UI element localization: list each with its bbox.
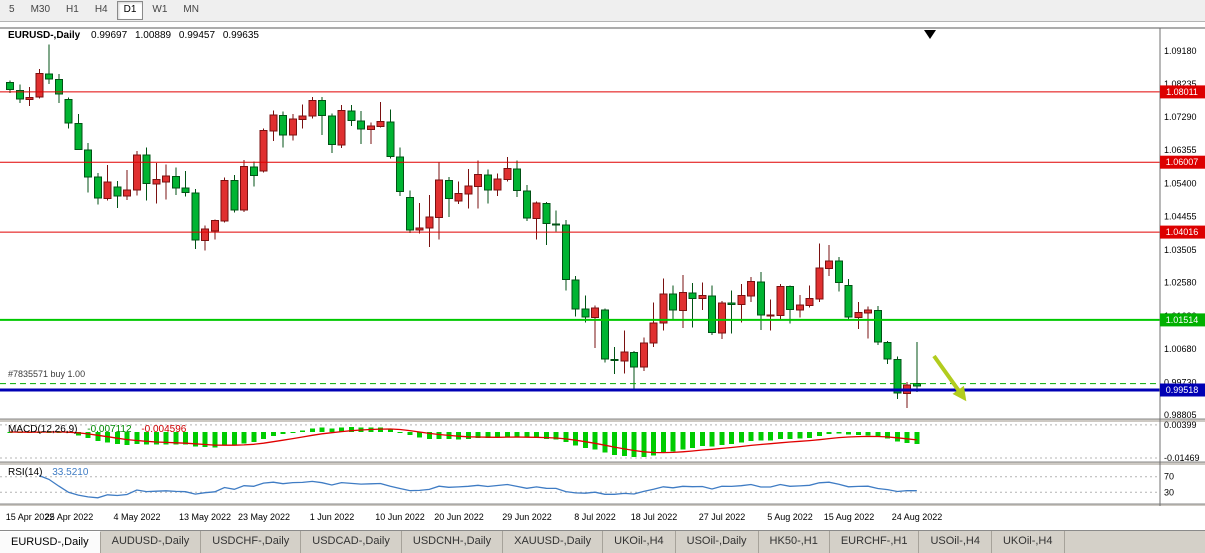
svg-text:1.04455: 1.04455 <box>1164 212 1197 222</box>
scroll-marker-icon[interactable] <box>924 30 936 39</box>
price-line-labels: 1.08011 1.06007 1.04016 1.01514 0.99518 <box>1160 85 1205 397</box>
chart-canvas[interactable]: 1.09180 1.08235 1.07290 1.06355 1.05400 1.044… <box>0 22 1205 530</box>
svg-text:4 May 2022: 4 May 2022 <box>113 512 160 522</box>
svg-text:1.06355: 1.06355 <box>1164 145 1197 155</box>
svg-text:1.00680: 1.00680 <box>1164 344 1197 354</box>
chart-tab-xauusd-daily[interactable]: XAUUSD-,Daily <box>503 531 604 553</box>
chart-tab-usdchf-daily[interactable]: USDCHF-,Daily <box>201 531 302 553</box>
arrow-annotation[interactable] <box>932 354 967 402</box>
chart-tab-usoil-h4[interactable]: USOil-,H4 <box>919 531 992 553</box>
svg-text:0.99730: 0.99730 <box>1164 378 1197 388</box>
chart-tab-ukoil-h4[interactable]: UKOil-,H4 <box>992 531 1065 553</box>
svg-text:24 Aug 2022: 24 Aug 2022 <box>892 512 943 522</box>
svg-text:25 Apr 2022: 25 Apr 2022 <box>45 512 94 522</box>
macd-signal-line <box>9 428 917 454</box>
timeframe-button-mn[interactable]: MN <box>183 4 199 15</box>
svg-text:30: 30 <box>1164 487 1174 497</box>
timeframe-button-m30[interactable]: M30 <box>30 4 51 15</box>
svg-text:20 Jun 2022: 20 Jun 2022 <box>434 512 484 522</box>
chart-tab-eurusd-daily[interactable]: EURUSD-,Daily <box>0 531 101 553</box>
svg-text:15 Apr 2022: 15 Apr 2022 <box>6 512 55 522</box>
svg-text:1.02580: 1.02580 <box>1164 278 1197 288</box>
svg-text:1.08235: 1.08235 <box>1164 79 1197 89</box>
svg-text:5 Aug 2022: 5 Aug 2022 <box>767 512 813 522</box>
chart-tab-usdcad-daily[interactable]: USDCAD-,Daily <box>301 531 402 553</box>
chart-area: 1.09180 1.08235 1.07290 1.06355 1.05400 1.044… <box>0 22 1205 530</box>
panel-separators[interactable] <box>0 27 1205 506</box>
svg-text:10 Jun 2022: 10 Jun 2022 <box>375 512 425 522</box>
svg-text:1.06007: 1.06007 <box>1166 157 1199 167</box>
svg-text:8 Jul 2022: 8 Jul 2022 <box>574 512 616 522</box>
svg-text:0.98805: 0.98805 <box>1164 410 1197 420</box>
chart-tab-usdcnh-daily[interactable]: USDCNH-,Daily <box>402 531 504 553</box>
chart-tab-ukoil-h4[interactable]: UKOil-,H4 <box>603 531 676 553</box>
svg-text:70: 70 <box>1164 472 1174 482</box>
rsi-line <box>39 474 917 499</box>
svg-text:18 Jul 2022: 18 Jul 2022 <box>631 512 678 522</box>
svg-text:1.01514: 1.01514 <box>1166 315 1199 325</box>
timeframe-button-h1[interactable]: H1 <box>66 4 79 15</box>
timeframe-button-d1[interactable]: D1 <box>116 1 144 20</box>
svg-text:1.04016: 1.04016 <box>1166 227 1199 237</box>
rsi-level-lines <box>0 476 1160 493</box>
chart-tab-hk50-h1[interactable]: HK50-,H1 <box>759 531 830 553</box>
chart-tab-audusd-daily[interactable]: AUDUSD-,Daily <box>101 531 202 553</box>
svg-text:-0.01469: -0.01469 <box>1164 453 1200 463</box>
svg-text:23 May 2022: 23 May 2022 <box>238 512 290 522</box>
timeframe-button-w1[interactable]: W1 <box>152 4 168 15</box>
svg-text:0.00399: 0.00399 <box>1164 420 1197 430</box>
timeframe-button-5[interactable]: 5 <box>9 4 15 15</box>
chart-tab-usoil-daily[interactable]: USOil-,Daily <box>676 531 759 553</box>
horizontal-line-objects[interactable] <box>0 91 1160 392</box>
svg-text:1.09180: 1.09180 <box>1164 46 1197 56</box>
svg-text:1.08011: 1.08011 <box>1166 87 1198 97</box>
svg-text:1.07290: 1.07290 <box>1164 112 1197 122</box>
svg-text:0.99518: 0.99518 <box>1166 385 1199 395</box>
timeframe-button-h4[interactable]: H4 <box>94 4 108 15</box>
svg-text:13 May 2022: 13 May 2022 <box>179 512 231 522</box>
macd-level-lines <box>0 424 1160 459</box>
svg-text:1.03505: 1.03505 <box>1164 245 1197 255</box>
svg-text:1.05400: 1.05400 <box>1164 179 1197 189</box>
chart-background <box>0 22 1205 530</box>
svg-text:29 Jun 2022: 29 Jun 2022 <box>502 512 552 522</box>
chart-tab-eurchf-h1[interactable]: EURCHF-,H1 <box>830 531 920 553</box>
candlestick-series <box>6 44 921 408</box>
timeframe-toolbar: 5 M30 H1 H4 D1 W1 MN <box>0 0 1205 22</box>
chart-tabs-bar: EURUSD-,Daily AUDUSD-,Daily USDCHF-,Daily U… <box>0 530 1205 553</box>
price-axis[interactable]: 1.09180 1.08235 1.07290 1.06355 1.05400 1.044… <box>1164 46 1200 497</box>
svg-text:1 Jun 2022: 1 Jun 2022 <box>310 512 355 522</box>
svg-text:27 Jul 2022: 27 Jul 2022 <box>699 512 746 522</box>
svg-text:15 Aug 2022: 15 Aug 2022 <box>824 512 875 522</box>
